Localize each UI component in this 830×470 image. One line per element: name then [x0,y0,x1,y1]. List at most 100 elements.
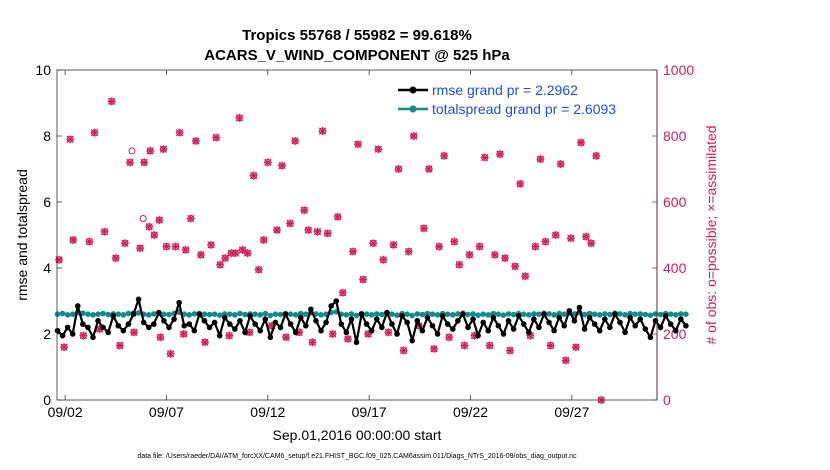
obs-assimilated-marker [107,97,116,106]
rmse-point [490,314,497,321]
obs-assimilated-marker [587,239,596,248]
totalspread-point [105,311,111,318]
rmse-point [206,324,213,331]
obs-assimilated-marker [592,151,601,160]
totalspread-point [272,311,279,318]
totalspread-point [602,311,608,317]
totalspread-point [409,312,416,319]
obs-assimilated-marker [389,240,398,249]
obs-assimilated-marker [155,216,164,225]
rmse-point [678,316,684,322]
rmse-point [596,327,603,334]
totalspread-point [363,311,370,318]
x-tick-label: 09/07 [149,404,184,420]
totalspread-point [627,310,633,317]
rmse-point [647,334,654,341]
rmse-point [510,326,517,332]
rmse-point [338,321,345,327]
rmse-point [80,321,86,327]
totalspread-point [368,312,375,318]
obs-assimilated-marker [430,344,439,353]
obs-assimilated-marker [156,333,165,342]
rmse-point [404,319,410,326]
totalspread-point [232,312,238,318]
totalspread-point [667,311,674,318]
obs-assimilated-marker [159,145,168,154]
rmse-point [475,332,481,339]
obs-assimilated-marker [490,250,499,259]
obs-assimilated-marker [485,341,494,350]
obs-assimilated-marker [171,242,180,251]
totalspread-point [444,311,451,318]
totalspread-point [525,312,532,318]
totalspread-point [424,310,431,317]
obs-assimilated-marker [225,331,234,340]
obs-possible-marker [139,215,147,222]
rmse-point [237,318,243,324]
legend-rmse-label: rmse grand pr = 2.2962 [432,82,578,98]
obs-assimilated-marker [282,333,291,342]
totalspread-point [54,311,61,318]
totalspread-point [465,311,471,318]
obs-assimilated-marker [338,288,347,297]
rmse-point [292,329,299,336]
obs-possible-marker [128,147,136,155]
rmse-point [267,334,274,341]
rmse-point [672,327,679,334]
rmse-point [95,318,101,324]
rmse-point [389,321,395,327]
rmse-point [429,322,436,329]
y-right-tick-label: 0 [663,392,671,408]
totalspread-point [683,311,689,318]
rmse-point [561,322,568,329]
rmse-point [632,322,639,329]
obs-assimilated-marker [145,222,154,231]
obs-assimilated-marker [249,171,258,180]
obs-assimilated-marker [516,179,525,188]
totalspread-point [389,311,395,318]
rmse-point [282,311,289,318]
rmse-point [313,318,319,324]
rmse-point [181,322,187,329]
totalspread-point [211,311,218,318]
obs-assimilated-marker [216,260,225,269]
rmse-point [566,308,573,314]
rmse-point [546,319,552,326]
totalspread-point [622,312,628,318]
rmse-point [257,327,264,334]
rmse-point [399,313,405,319]
totalspread-point [135,310,142,316]
obs-assimilated-marker [348,247,357,256]
rmse-point [318,327,324,334]
rmse-point [54,327,61,334]
totalspread-point [59,310,66,317]
rmse-point [612,311,618,318]
rmse-point [460,311,466,318]
totalspread-point [546,311,552,317]
totalspread-point [536,311,542,318]
rmse-point [363,321,370,327]
totalspread-point [115,311,122,318]
obs-assimilated-marker [546,341,555,350]
rmse-point [622,329,628,336]
totalspread-point [287,311,294,318]
obs-assimilated-marker [343,334,352,343]
y-axis-label-right: # of obs: o=possible; ×=assimilated [703,125,719,344]
legend-rmse-marker [409,86,417,94]
rmse-point [145,324,152,331]
obs-assimilated-marker [374,145,383,154]
totalspread-point [227,311,233,318]
rmse-point [607,324,613,331]
rmse-point [409,337,416,344]
obs-assimilated-marker [440,151,449,160]
obs-assimilated-marker [323,229,332,238]
obs-assimilated-marker [404,247,413,256]
rmse-point [161,318,167,324]
totalspread-point [267,312,274,319]
totalspread-point [120,312,127,318]
y-left-tick-label: 8 [43,128,51,144]
rmse-point [196,311,203,318]
totalspread-point [414,311,421,317]
rmse-point [191,327,198,334]
totalspread-point [510,311,517,318]
